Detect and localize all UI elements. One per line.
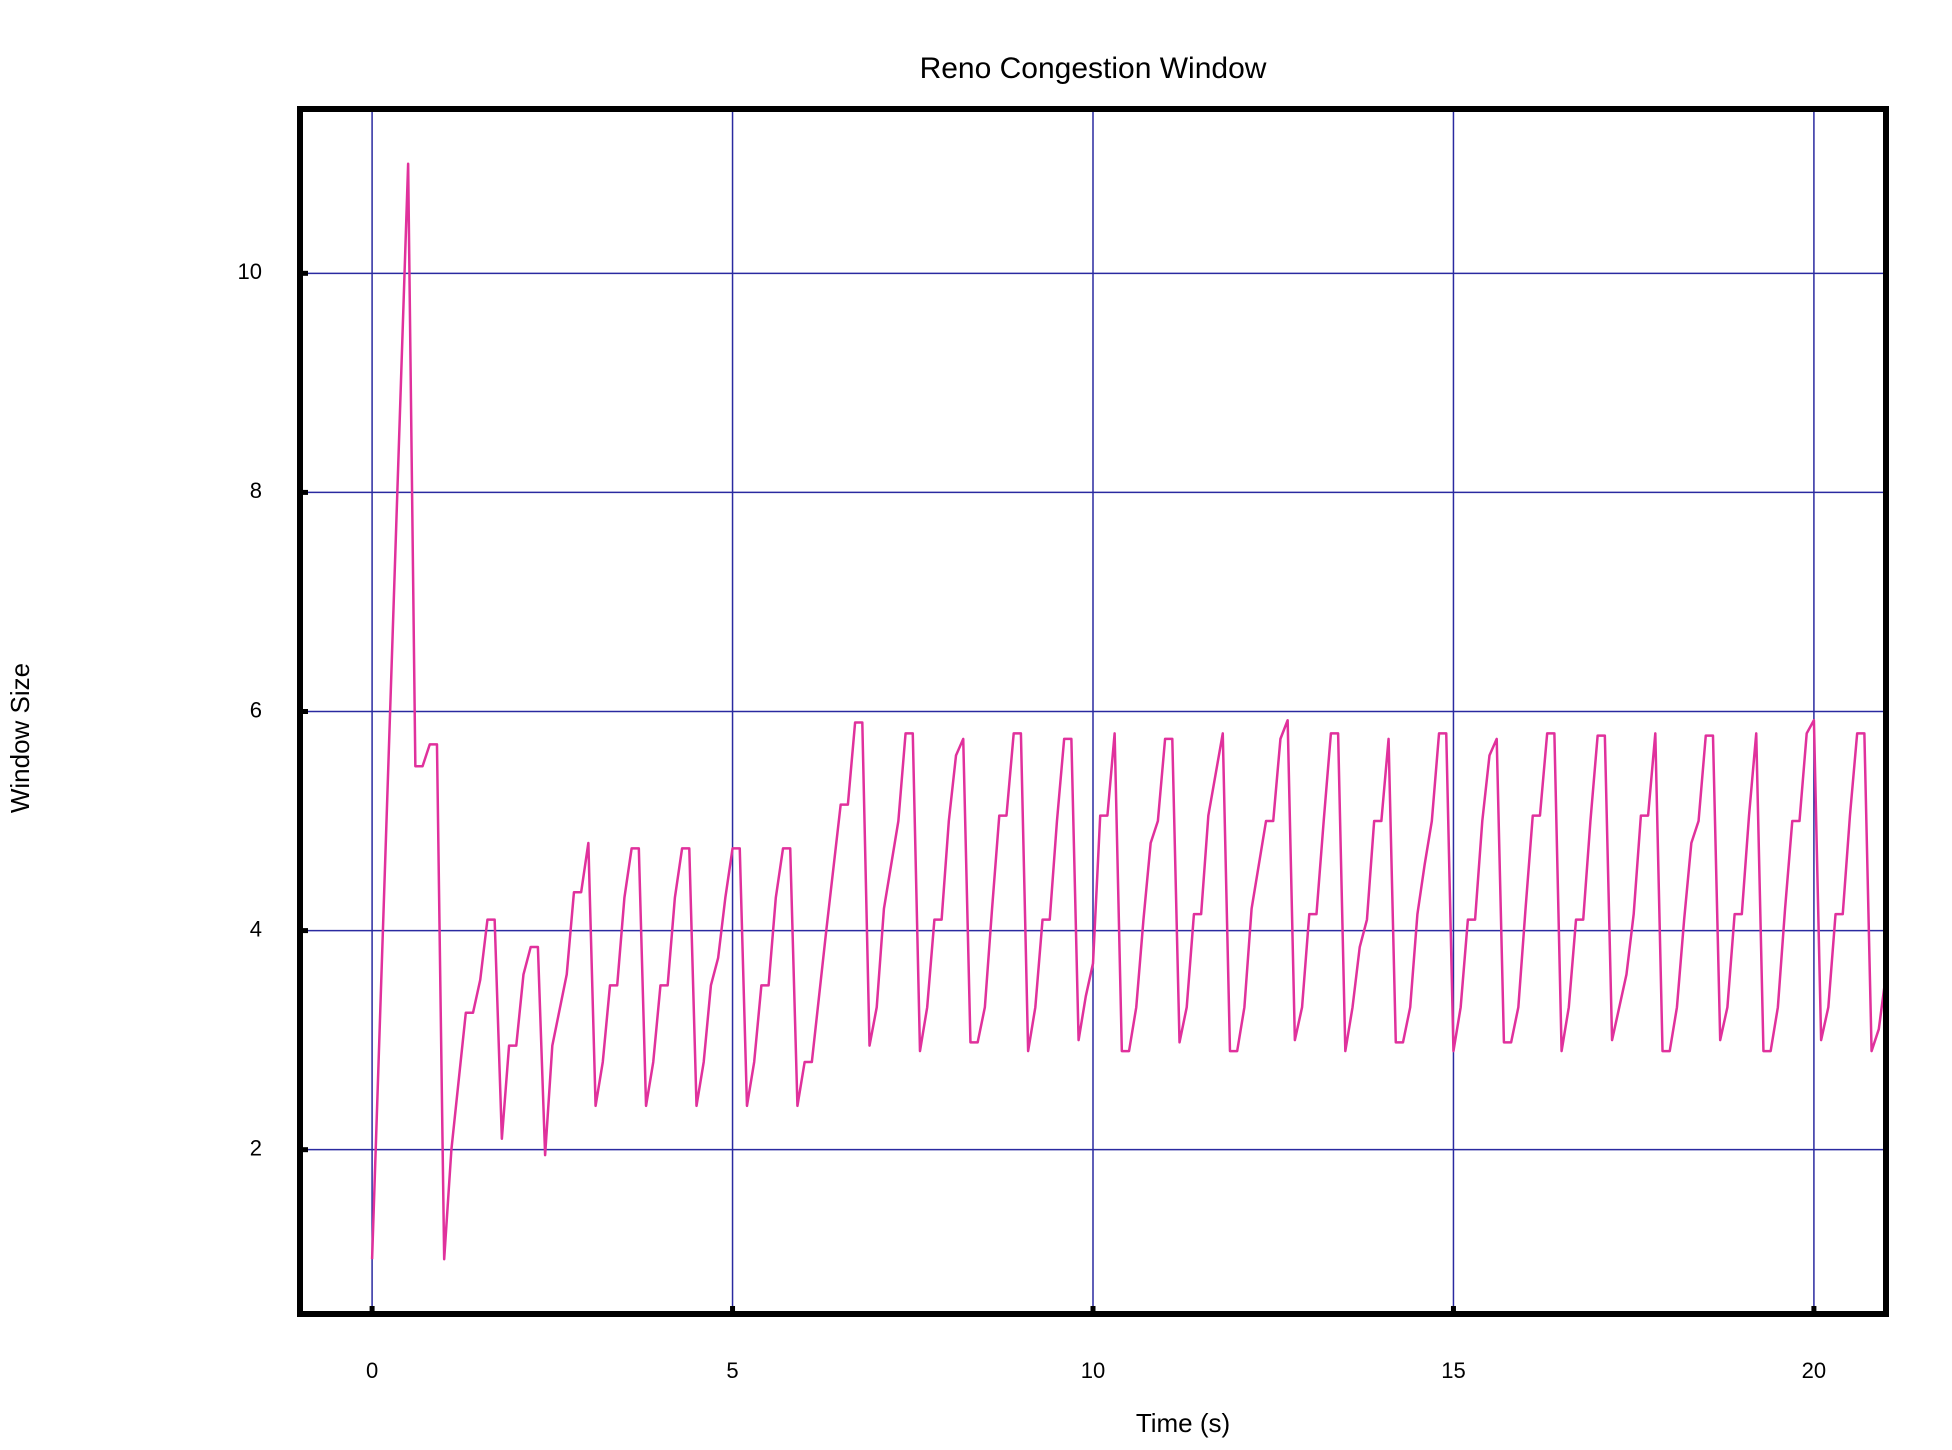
x-tick-label: 5 [726,1358,738,1383]
x-tick-label: 0 [366,1358,378,1383]
data-line [370,162,1888,1261]
y-tick-label: 10 [238,259,262,284]
x-tick-label: 20 [1802,1358,1826,1383]
y-tick-label: 8 [250,478,262,503]
y-tick-label: 6 [250,697,262,722]
y-tick-label: 2 [250,1135,262,1160]
x-tick-label: 10 [1081,1358,1105,1383]
chart-title: Reno Congestion Window [920,52,1267,85]
x-tick-label: 15 [1441,1358,1465,1383]
y-axis-label: Window Size [5,663,35,813]
plot-frame [297,106,1889,1317]
x-axis-label: Time (s) [1136,1408,1230,1438]
y-tick-label: 4 [250,916,262,941]
